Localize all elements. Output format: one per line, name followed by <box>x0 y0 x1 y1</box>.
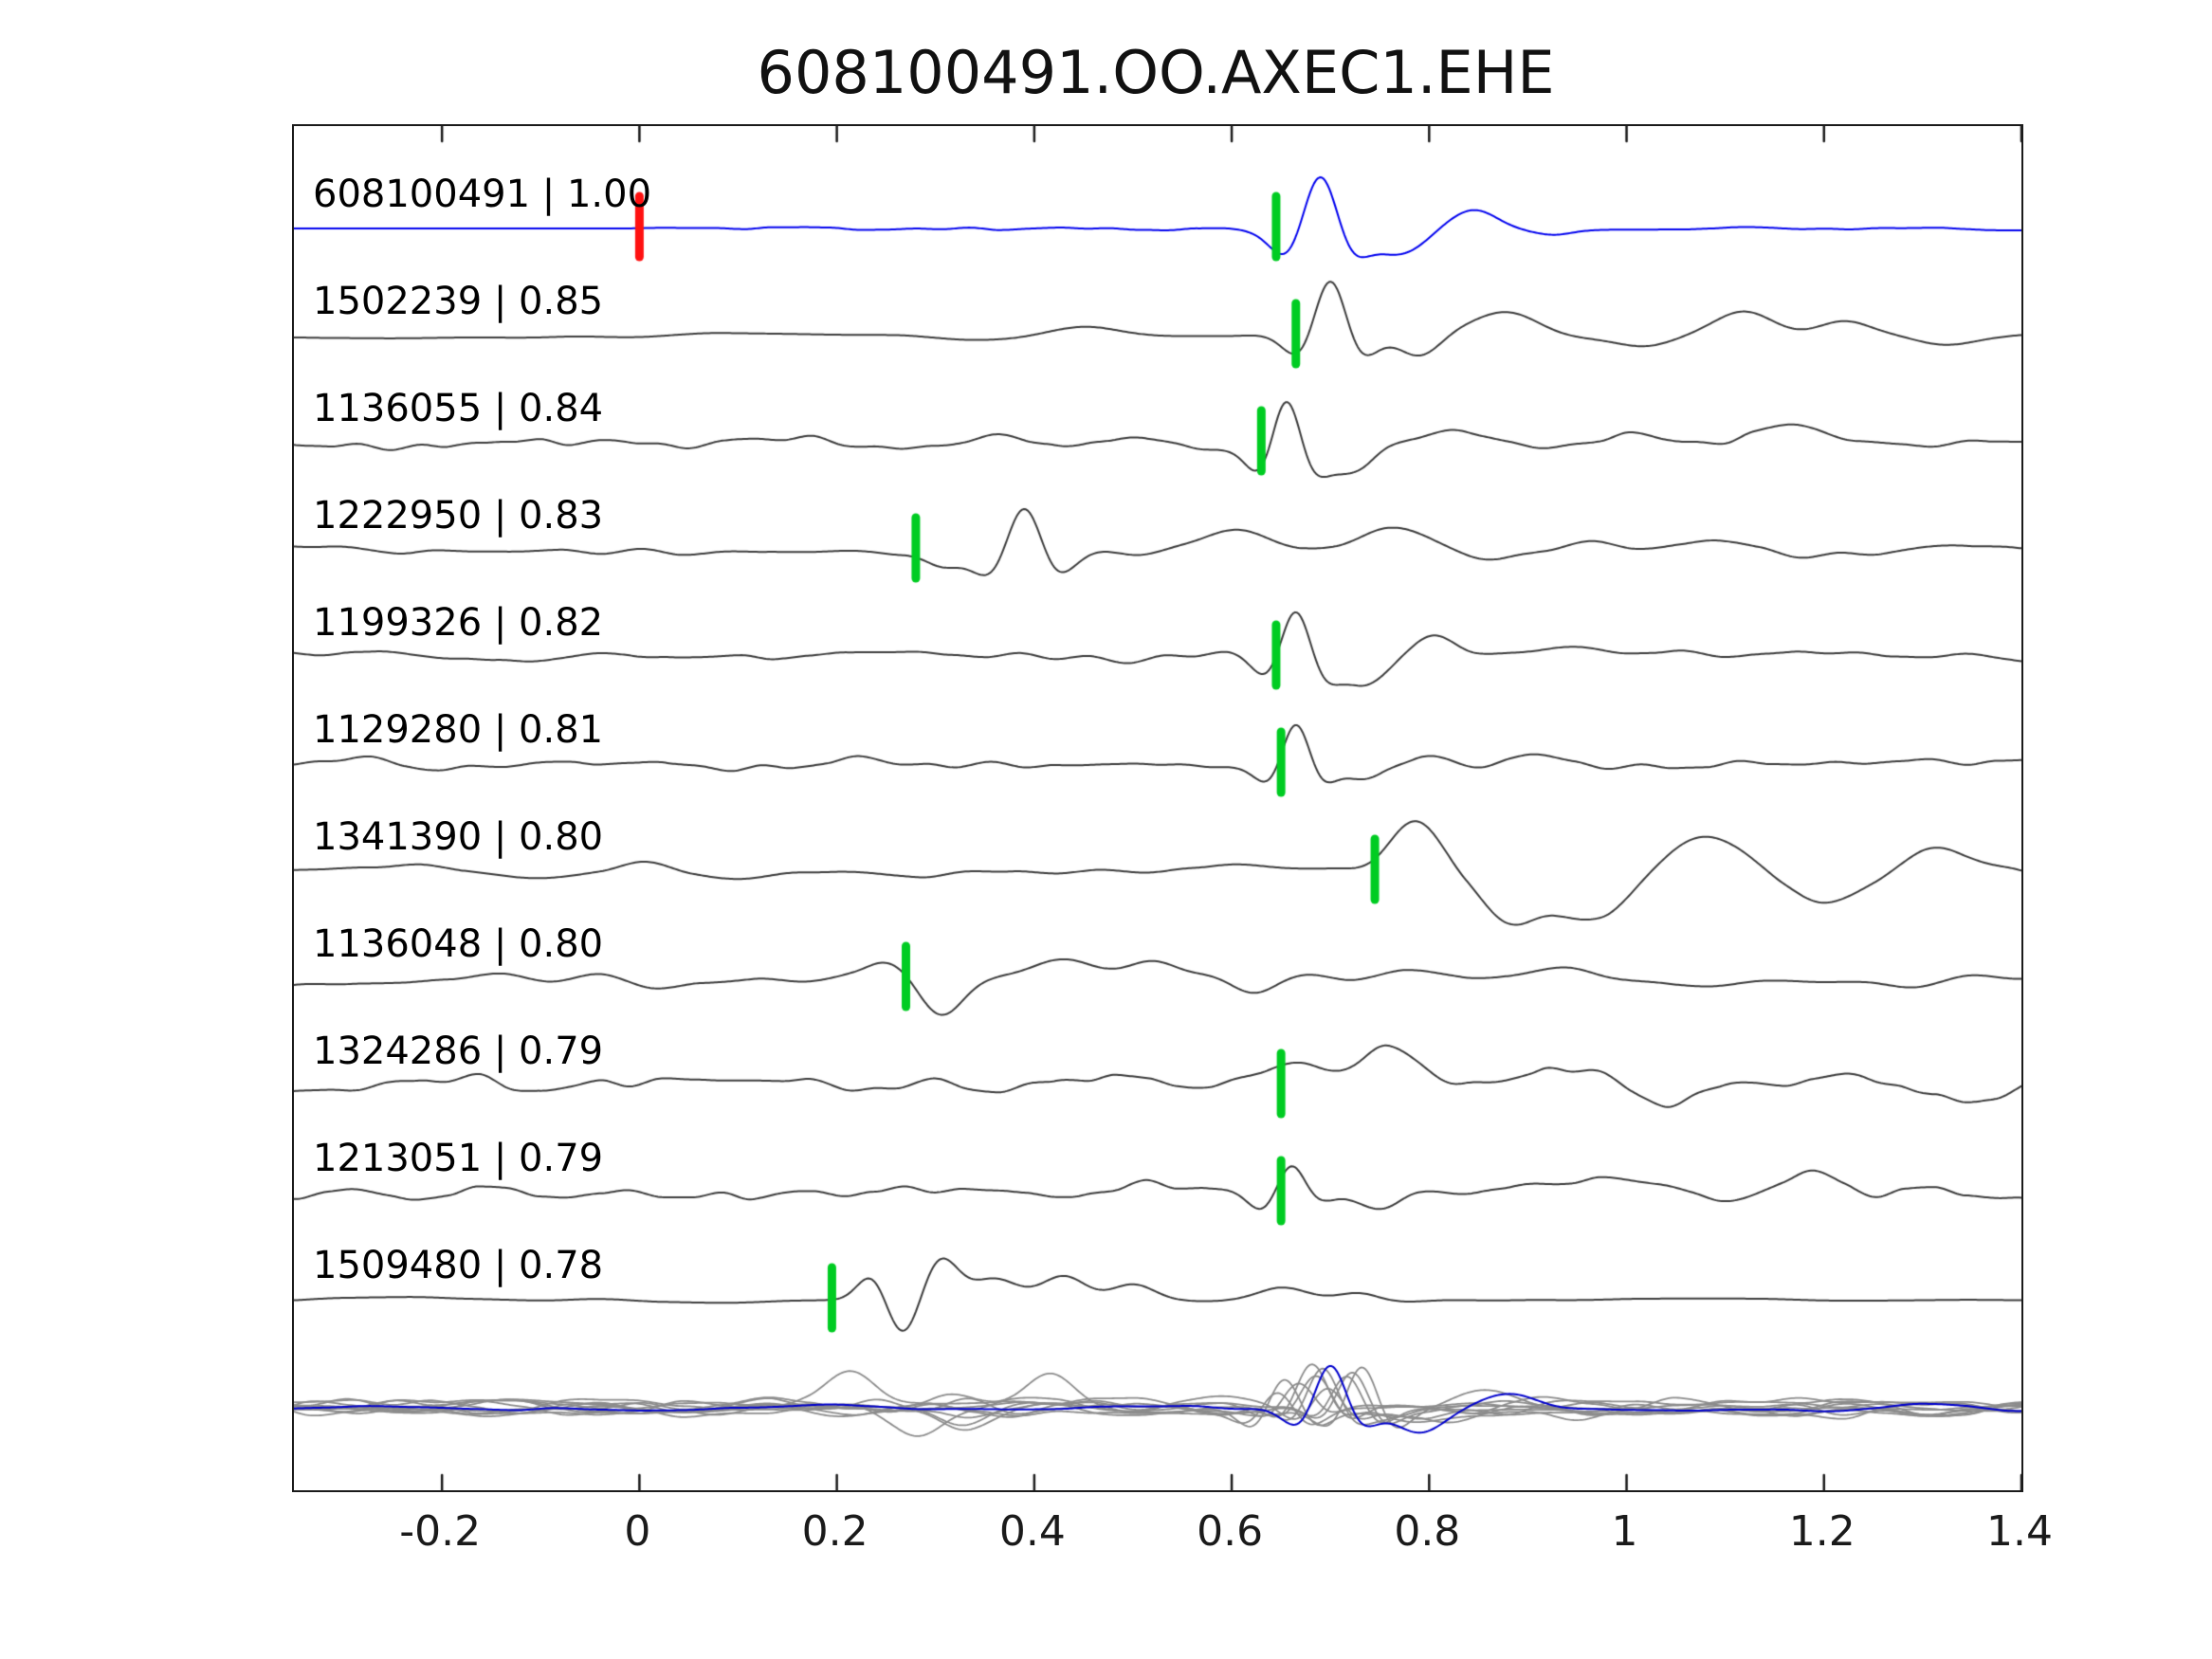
trace-label: 1324286 | 0.79 <box>313 1030 604 1073</box>
x-tick-label: 0.8 <box>1394 1507 1461 1556</box>
x-tick-label: -0.2 <box>399 1507 482 1556</box>
x-tick-label: 0.4 <box>998 1507 1066 1556</box>
trace-label: 1341390 | 0.80 <box>313 815 604 859</box>
x-tick-label: 0.2 <box>801 1507 868 1556</box>
chart-title: 608100491.OO.AXEC1.EHE <box>757 38 1555 107</box>
x-tick-label: 1 <box>1611 1507 1638 1556</box>
waveform-canvas <box>294 126 2021 1490</box>
x-tick-label: 0.6 <box>1197 1507 1264 1556</box>
trace-label: 1129280 | 0.81 <box>313 708 604 752</box>
x-tick-label: 1.4 <box>1986 1507 2053 1556</box>
plot-area <box>292 124 2023 1492</box>
x-tick-label: 0 <box>624 1507 651 1556</box>
trace-label: 1213051 | 0.79 <box>313 1137 604 1180</box>
trace-label: 1222950 | 0.83 <box>313 494 604 538</box>
trace-label: 1136048 | 0.80 <box>313 922 604 966</box>
trace-label: 608100491 | 1.00 <box>313 173 652 216</box>
trace-label: 1509480 | 0.78 <box>313 1244 604 1287</box>
trace-label: 1199326 | 0.82 <box>313 601 604 645</box>
trace-label: 1136055 | 0.84 <box>313 387 604 430</box>
x-tick-label: 1.2 <box>1788 1507 1856 1556</box>
trace-label: 1502239 | 0.85 <box>313 280 604 323</box>
